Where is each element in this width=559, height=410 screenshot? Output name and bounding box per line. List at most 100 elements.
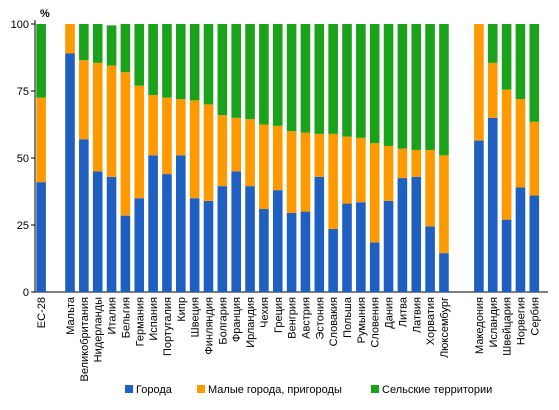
legend-swatch-cities: [125, 385, 133, 393]
bar-segment-towns-suburbs: [369, 143, 380, 243]
bar-segment-towns-suburbs: [79, 60, 89, 140]
bar-segment-towns-suburbs: [328, 133, 338, 230]
bar-segment-towns-suburbs: [515, 99, 526, 188]
x-tick-label: Великобритания: [79, 297, 91, 382]
bar-segment-rural-areas: [342, 24, 352, 137]
bar-segment-towns-suburbs: [245, 119, 255, 187]
bar-segment-cities: [439, 253, 449, 292]
x-tick-label: Норвегия: [515, 297, 527, 345]
x-tick-label: Италия: [107, 297, 119, 335]
bar-segment-towns-suburbs: [487, 62, 498, 118]
bar-segment-cities: [515, 187, 526, 292]
bar-segment-cities: [231, 171, 241, 292]
x-tick-label: Болгария: [217, 297, 229, 345]
category-labels: ЕС-28 Мальта Великобритания Нидерланды Итали…: [36, 296, 541, 381]
axes: 0 25 50 75 100: [11, 19, 548, 299]
bar-segment-towns-suburbs: [203, 104, 214, 201]
bar-segment-rural-areas: [259, 24, 269, 125]
bar-segment-rural-areas: [245, 24, 255, 120]
bar-segment-rural-areas: [515, 24, 526, 100]
x-tick-label: Литва: [397, 296, 409, 327]
bar-segment-cities: [501, 219, 512, 292]
x-tick-label: Чехия: [259, 297, 271, 328]
x-tick-label: Латвия: [411, 297, 423, 333]
bar-segment-cities: [217, 186, 228, 292]
bar-segment-cities: [529, 195, 540, 292]
bar-segment-rural-areas: [79, 24, 89, 61]
bar-segment-towns-suburbs: [342, 136, 352, 204]
y-axis-unit-label: %: [40, 8, 50, 20]
bar-segment-rural-areas: [300, 24, 311, 133]
bar-segment-towns-suburbs: [314, 133, 325, 177]
bar-segment-towns-suburbs: [134, 85, 145, 199]
bar-segment-rural-areas: [383, 24, 394, 146]
bar-segment-rural-areas: [162, 24, 172, 98]
x-tick-label: Польша: [342, 296, 354, 338]
legend-swatch-towns-suburbs: [197, 385, 205, 393]
bar-segment-towns-suburbs: [474, 24, 484, 141]
bar-segment-cities: [120, 215, 131, 292]
x-tick-label: Германия: [134, 297, 146, 346]
bar-segment-cities: [300, 211, 311, 292]
bar-segment-rural-areas: [272, 24, 283, 126]
bar-segment-cities: [259, 208, 269, 292]
bar-segment-towns-suburbs: [439, 155, 449, 254]
bar-segment-towns-suburbs: [162, 97, 172, 175]
bar-segment-rural-areas: [487, 24, 498, 63]
x-tick-label: Греция: [273, 297, 285, 333]
x-tick-label: Венгрия: [287, 297, 299, 339]
bar-segment-towns-suburbs: [92, 62, 103, 172]
bar-segment-rural-areas: [120, 24, 131, 73]
x-tick-label: Нидерланды: [93, 297, 105, 362]
bar-segment-towns-suburbs: [259, 124, 269, 209]
bar-segment-cities: [162, 174, 172, 292]
bar-segment-rural-areas: [328, 24, 338, 134]
bar-segment-cities: [383, 200, 394, 292]
x-tick-label: Румыния: [356, 297, 368, 343]
bar-segment-towns-suburbs: [231, 117, 241, 172]
bar-segment-cities: [92, 171, 103, 292]
bar-segment-cities: [36, 182, 46, 292]
bar-segment-towns-suburbs: [356, 137, 366, 203]
x-tick-label: Люксембург: [439, 297, 451, 358]
bar-segment-cities: [487, 117, 498, 292]
bar-segment-cities: [474, 140, 484, 292]
bar-segment-towns-suburbs: [106, 65, 117, 177]
legend: Города Малые города, пригороды Сельские …: [125, 384, 492, 396]
x-tick-label: Словения: [370, 297, 382, 348]
bar-segment-rural-areas: [356, 24, 366, 138]
x-tick-label: Кипр: [176, 297, 188, 322]
bar-segment-rural-areas: [92, 24, 103, 63]
bar-segment-rural-areas: [439, 24, 449, 156]
bar-segment-cities: [148, 155, 158, 292]
bar-segment-cities: [272, 190, 283, 292]
bar-segment-towns-suburbs: [300, 132, 311, 212]
bar-segment-cities: [328, 229, 338, 292]
bar-segment-rural-areas: [176, 24, 186, 100]
x-tick-label: Испания: [148, 297, 160, 341]
bar-segment-rural-areas: [134, 24, 145, 86]
bar-segment-cities: [314, 176, 325, 292]
legend-label-cities: Города: [136, 384, 173, 396]
bar-segment-rural-areas: [286, 24, 297, 132]
bar-segment-rural-areas: [314, 24, 325, 134]
x-tick-label: Эстония: [314, 297, 326, 340]
x-tick-label: Финляндия: [204, 297, 216, 355]
bar-segment-cities: [79, 139, 89, 292]
bar-segment-cities: [134, 198, 145, 292]
bars: [36, 24, 540, 293]
x-tick-label: Ирландия: [245, 297, 257, 348]
bar-segment-cities: [203, 200, 214, 292]
bar-segment-rural-areas: [369, 24, 380, 144]
bar-segment-cities: [286, 212, 297, 292]
bar-segment-towns-suburbs: [529, 121, 540, 196]
bar-segment-towns-suburbs: [425, 149, 435, 227]
bar-segment-towns-suburbs: [411, 149, 422, 177]
bar-segment-towns-suburbs: [383, 145, 394, 201]
bar-segment-rural-areas: [425, 24, 435, 150]
bar-segment-rural-areas: [106, 25, 117, 66]
y-tick-label: 50: [17, 153, 29, 165]
bar-segment-towns-suburbs: [120, 72, 131, 216]
bar-segment-cities: [176, 155, 186, 292]
